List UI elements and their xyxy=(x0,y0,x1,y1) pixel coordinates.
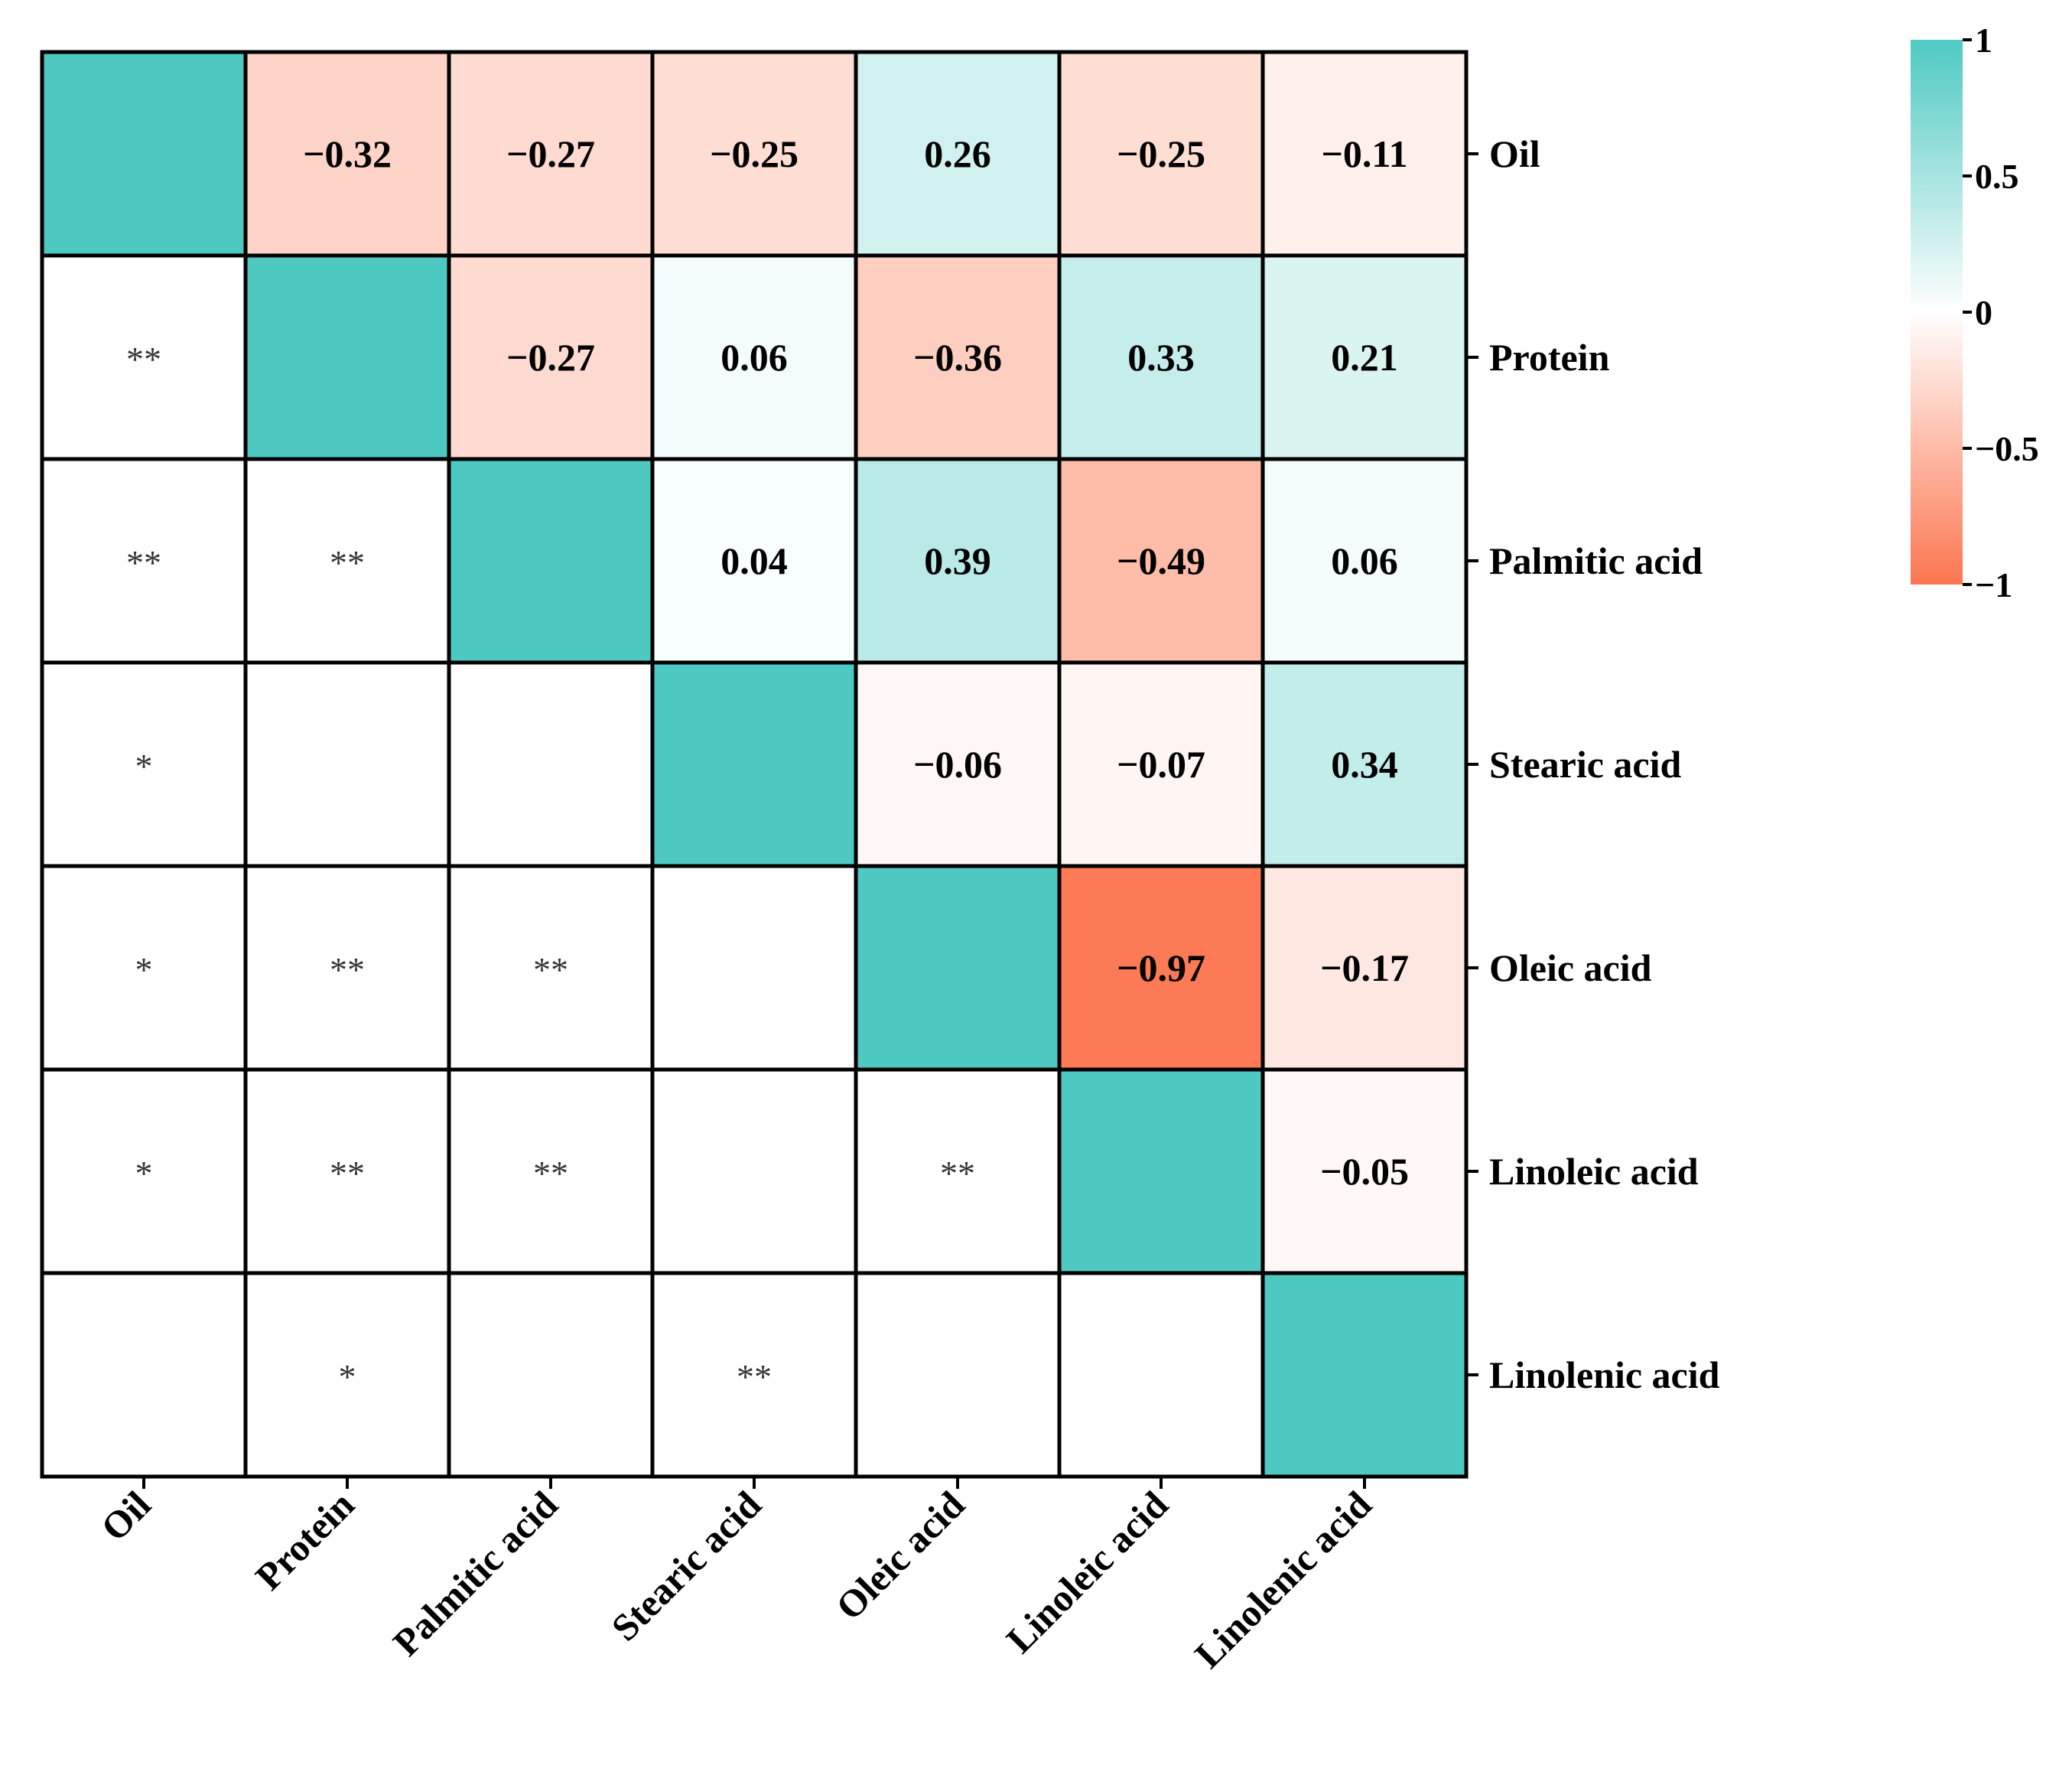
x-tick-label-palmitic-acid: Palmitic acid xyxy=(385,1483,566,1664)
y-tick-label-palmitic-acid: Palmitic acid xyxy=(1489,539,1703,582)
significance-marker: ** xyxy=(330,950,365,989)
heatmap-cell-stearic-acid-linolenic-acid xyxy=(1260,660,1469,868)
correlation-value-label: 0.04 xyxy=(720,539,788,582)
correlation-value-label: 0.06 xyxy=(1331,539,1398,582)
correlation-value-label: −0.25 xyxy=(1117,132,1205,175)
significance-marker: ** xyxy=(126,543,161,582)
heatmap-cell-oleic-acid-palmitic-acid xyxy=(447,864,655,1072)
heatmap-cell-stearic-acid-oil xyxy=(40,660,248,868)
heatmap-cell-linolenic-acid-oleic-acid xyxy=(854,1271,1062,1479)
heatmap-cell-oil-protein xyxy=(243,50,451,258)
y-tick-label-oleic-acid: Oleic acid xyxy=(1489,946,1652,989)
heatmap-cell-stearic-acid-oleic-acid xyxy=(854,660,1062,868)
x-tick-label-oil: Oil xyxy=(93,1483,159,1549)
heatmap-cell-stearic-acid-palmitic-acid xyxy=(447,660,655,868)
significance-marker: ** xyxy=(330,543,365,582)
colorbar-tick-label: 0 xyxy=(1975,293,1992,332)
colorbar-tick-label: 0.5 xyxy=(1975,157,2019,196)
heatmap-cell-oleic-acid-oil xyxy=(40,864,248,1072)
colorbar-tick-label: 1 xyxy=(1975,21,1992,60)
correlation-value-label: −0.97 xyxy=(1117,946,1205,989)
y-tick-label-linoleic-acid: Linoleic acid xyxy=(1489,1150,1699,1193)
correlation-value-label: −0.49 xyxy=(1117,539,1205,582)
y-tick-label-oil: Oil xyxy=(1489,132,1540,175)
significance-marker: ** xyxy=(533,1154,568,1193)
heatmap-cell-linolenic-acid-linolenic-acid xyxy=(1260,1271,1469,1479)
heatmap-cell-oleic-acid-linolenic-acid xyxy=(1260,864,1469,1072)
correlation-value-label: −0.32 xyxy=(303,132,392,175)
heatmap-cell-linolenic-acid-linoleic-acid xyxy=(1057,1271,1265,1479)
correlation-value-label: 0.26 xyxy=(924,132,991,175)
significance-marker: * xyxy=(135,950,153,989)
significance-marker: ** xyxy=(533,950,568,989)
correlation-value-label: −0.25 xyxy=(710,132,799,175)
correlation-value-label: −0.07 xyxy=(1117,743,1205,786)
x-tick-label-stearic-acid: Stearic acid xyxy=(603,1483,769,1649)
heatmap-cell-linoleic-acid-protein xyxy=(243,1067,451,1275)
heatmap-cell-protein-palmitic-acid xyxy=(447,253,655,461)
heatmap-cell-oil-stearic-acid xyxy=(650,50,858,258)
correlation-value-label: 0.21 xyxy=(1331,336,1398,379)
heatmap-cell-palmitic-acid-linoleic-acid xyxy=(1057,457,1265,665)
significance-marker: * xyxy=(339,1357,356,1396)
significance-marker: ** xyxy=(330,1154,365,1193)
heatmap-cell-linoleic-acid-oil xyxy=(40,1067,248,1275)
heatmap-cell-linoleic-acid-linoleic-acid xyxy=(1057,1067,1265,1275)
colorbar: 1 0.5 0 −0.5 −1 xyxy=(1911,21,2039,604)
correlation-value-label: 0.33 xyxy=(1127,336,1195,379)
heatmap-cell-linolenic-acid-palmitic-acid xyxy=(447,1271,655,1479)
correlation-value-label: −0.27 xyxy=(506,132,595,175)
heatmap-cell-protein-linolenic-acid xyxy=(1260,253,1469,461)
correlation-value-label: 0.39 xyxy=(924,539,991,582)
correlation-value-label: −0.17 xyxy=(1320,946,1409,989)
y-tick-label-stearic-acid: Stearic acid xyxy=(1489,743,1682,786)
heatmap-cell-linolenic-acid-oil xyxy=(40,1271,248,1479)
significance-marker: ** xyxy=(737,1357,772,1396)
correlation-value-label: 0.34 xyxy=(1331,743,1398,786)
heatmap-cell-protein-protein xyxy=(243,253,451,461)
y-tick-label-protein: Protein xyxy=(1489,336,1610,379)
correlation-value-label: 0.06 xyxy=(720,336,788,379)
heatmap-cell-oleic-acid-stearic-acid xyxy=(650,864,858,1072)
heatmap-cell-palmitic-acid-linolenic-acid xyxy=(1260,457,1469,665)
correlation-value-label: −0.36 xyxy=(913,336,1002,379)
heatmap-cell-oleic-acid-oleic-acid xyxy=(854,864,1062,1072)
x-tick-label-oleic-acid: Oleic acid xyxy=(828,1483,973,1628)
heatmap-cell-stearic-acid-protein xyxy=(243,660,451,868)
y-axis-right: Oil Protein Palmitic acid Stearic acid Oleic… xyxy=(1468,132,1720,1396)
heatmap-cell-palmitic-acid-protein xyxy=(243,457,451,665)
significance-marker: ** xyxy=(940,1154,975,1193)
x-tick-label-protein: Protein xyxy=(247,1483,363,1598)
correlation-value-label: −0.05 xyxy=(1320,1150,1409,1193)
x-axis-bottom: Oil Protein Palmitic acid Stearic acid Oleic… xyxy=(93,1478,1380,1676)
correlation-value-label: −0.27 xyxy=(506,336,595,379)
cell-labels: −0.32 −0.27 −0.25 0.26 −0.25 −0.11** −0.27 0.06… xyxy=(126,132,1409,1396)
heatmap-cell-oil-oil xyxy=(40,50,248,258)
heatmap-cell-linolenic-acid-stearic-acid xyxy=(650,1271,858,1479)
significance-marker: * xyxy=(135,747,153,786)
heatmap-cell-stearic-acid-linoleic-acid xyxy=(1057,660,1265,868)
x-tick-label-linolenic-acid: Linolenic acid xyxy=(1186,1483,1380,1676)
heatmap-cell-palmitic-acid-oleic-acid xyxy=(854,457,1062,665)
significance-marker: ** xyxy=(126,340,161,379)
x-tick-label-linoleic-acid: Linoleic acid xyxy=(998,1483,1176,1661)
colorbar-tick-label: −1 xyxy=(1975,565,2012,604)
significance-marker: * xyxy=(135,1154,153,1193)
heatmap-cell-linoleic-acid-oleic-acid xyxy=(854,1067,1062,1275)
colorbar-tick-label: −0.5 xyxy=(1975,429,2039,468)
heatmap-cell-palmitic-acid-palmitic-acid xyxy=(447,457,655,665)
heatmap-cell-oil-linolenic-acid xyxy=(1260,50,1469,258)
heatmap-cell-stearic-acid-stearic-acid xyxy=(650,660,858,868)
correlation-value-label: −0.11 xyxy=(1321,132,1407,175)
colorbar-gradient xyxy=(1911,40,1963,585)
heatmap-cell-linoleic-acid-stearic-acid xyxy=(650,1067,858,1275)
heatmap-cells xyxy=(40,50,1469,1479)
heatmap-cell-oil-palmitic-acid xyxy=(447,50,655,258)
heatmap-cell-protein-oleic-acid xyxy=(854,253,1062,461)
correlation-value-label: −0.06 xyxy=(913,743,1002,786)
y-tick-label-linolenic-acid: Linolenic acid xyxy=(1489,1353,1720,1396)
